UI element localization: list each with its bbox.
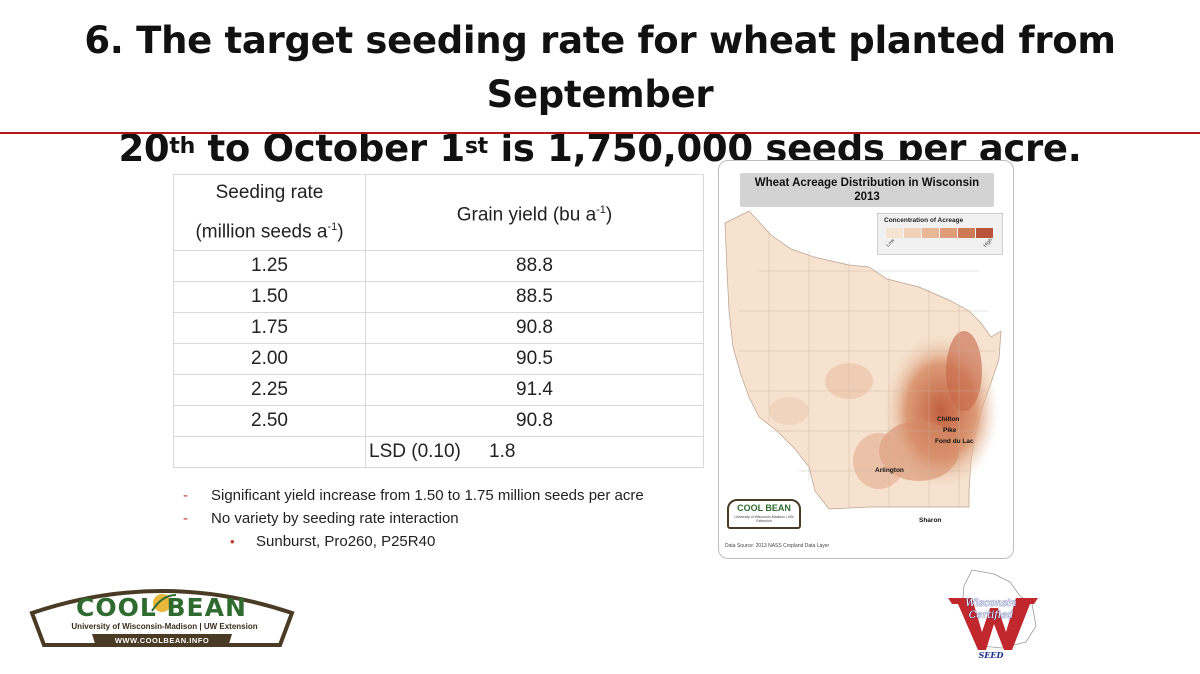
city-label: Sharon [919,517,942,524]
seeding-rate-table: Seeding rate (million seeds a-1) Grain y… [173,174,704,468]
logo-name: COOL BEAN [76,593,247,622]
lsd-cell: LSD (0.10) 1.8 [365,436,704,468]
legend-swatch [922,228,939,238]
slide-title: 6. The target seeding rate for wheat pla… [0,14,1200,176]
lsd-label: LSD (0.10) [369,441,461,462]
header-seeding-rate: Seeding rate (million seeds a-1) [173,174,366,251]
table-row: 2.00 90.5 [173,343,704,375]
table-row: 1.25 88.8 [173,250,704,282]
coolbean-logo: COOL BEAN University of Wisconsin-Madiso… [28,575,296,651]
logo-url: WWW.COOLBEAN.INFO [114,636,210,645]
yield-cell: 90.8 [365,405,704,437]
bullet-marker: • [230,534,235,549]
city-label: Chilton [937,416,960,423]
wcs-seed-label: SEED [978,650,1004,660]
yield-cell: 90.5 [365,343,704,375]
empty-cell [173,436,366,468]
title-line-2: 20th to October 1st is 1,750,000 seeds p… [118,127,1082,170]
dash-marker: - [183,487,188,504]
wisconsin-certified-seed-logo: Wisconsin Certified SEED [942,568,1040,664]
rate-cell: 1.25 [173,250,366,282]
yield-cell: 88.5 [365,281,704,313]
legend-swatch [976,228,993,238]
legend-swatch [940,228,957,238]
legend-swatch [904,228,921,238]
rate-cell: 1.75 [173,312,366,344]
city-label: Fond du Lac [935,438,974,445]
lsd-row: LSD (0.10) 1.8 [173,436,704,468]
notes-list: - Significant yield increase from 1.50 to… [183,484,644,553]
coolbean-mini-logo: COOL BEAN University of Wisconsin-Madiso… [727,499,801,529]
yield-cell: 91.4 [365,374,704,406]
yield-cell: 90.8 [365,312,704,344]
coolbean-badge-icon [29,589,295,647]
wisconsin-map-graphic [724,210,1002,510]
rate-cell: 2.00 [173,343,366,375]
list-item: - Significant yield increase from 1.50 to… [183,484,644,507]
wcs-script: Wisconsin Certified [965,598,1017,621]
yield-cell: 88.8 [365,250,704,282]
rate-cell: 2.25 [173,374,366,406]
table-row: 1.50 88.5 [173,281,704,313]
logo-subtitle: University of Wisconsin-Madison | UW Ext… [71,622,258,631]
sub-list-item: • Sunburst, Pro260, P25R40 [183,530,644,553]
list-item: - No variety by seeding rate interaction [183,507,644,530]
lsd-value: 1.8 [489,441,516,462]
wisconsin-w-icon [948,569,1038,650]
table-row: 2.25 91.4 [173,374,704,406]
title-divider [0,132,1200,134]
header-grain-yield: Grain yield (bu a-1) [365,174,704,251]
table-header-row: Seeding rate (million seeds a-1) Grain y… [173,174,704,251]
city-label: Arlington [875,467,904,474]
city-label: Pike [943,427,957,434]
map-source: Data Source: 2013 NASS Cropland Data Lay… [725,543,830,549]
dash-marker: - [183,510,188,527]
rate-cell: 1.50 [173,281,366,313]
rate-cell: 2.50 [173,405,366,437]
map-title: Wheat Acreage Distribution in Wisconsin … [740,173,994,207]
title-line-1: 6. The target seeding rate for wheat pla… [84,19,1116,116]
legend-swatch [886,228,903,238]
table-row: 2.50 90.8 [173,405,704,437]
wheat-acreage-map: Wheat Acreage Distribution in Wisconsin … [718,160,1014,559]
legend-swatch [958,228,975,238]
table-row: 1.75 90.8 [173,312,704,344]
map-legend: Concentration of Acreage Low High [877,213,1003,255]
